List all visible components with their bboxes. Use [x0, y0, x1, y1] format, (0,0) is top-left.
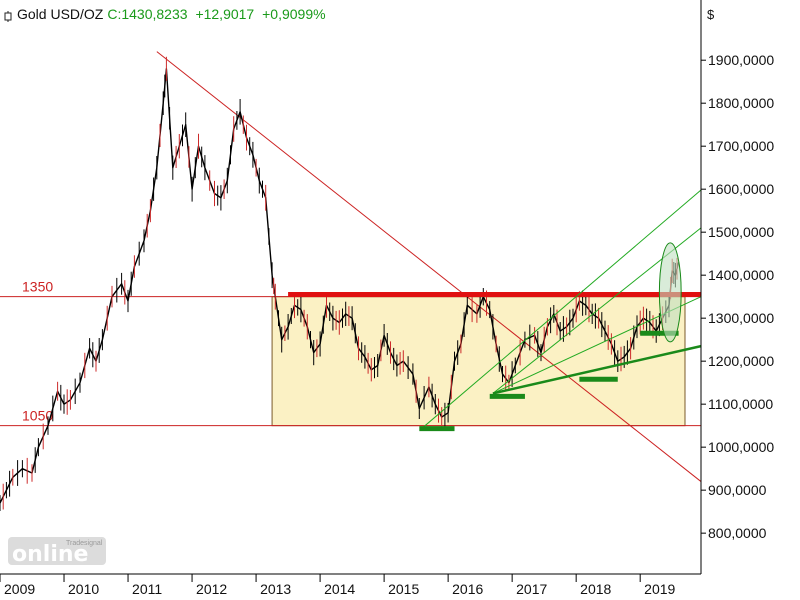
price-line[interactable]	[0, 68, 680, 504]
y-tick-label: 900,0000	[708, 482, 767, 498]
x-tick-label: 2011	[132, 581, 162, 597]
y-unit-label: $	[707, 7, 715, 22]
change-value: +12,9017	[195, 6, 255, 22]
x-tick-label: 2014	[324, 581, 355, 597]
x-tick-label: 2013	[260, 581, 291, 597]
y-tick-label: 1400,0000	[708, 267, 774, 283]
y-tick-label: 800,0000	[708, 525, 767, 541]
svg-text:Tradesignal: Tradesignal	[66, 540, 103, 547]
x-tick-label: 2012	[196, 581, 227, 597]
svg-text:online: online	[12, 542, 88, 567]
support-trendline[interactable]	[492, 344, 702, 395]
y-tick-label: 1100,0000	[708, 396, 773, 412]
y-tick-label: 1000,0000	[708, 439, 774, 455]
change-percent: +0,9099%	[262, 6, 326, 22]
level-label-1350: 1350	[22, 279, 53, 295]
close-value: C:1430,8233	[107, 6, 188, 22]
x-tick-label: 2019	[644, 581, 675, 597]
range-box	[271, 296, 686, 427]
x-tick-label: 2009	[4, 581, 35, 597]
instrument-title[interactable]: Gold USD/OZ	[17, 6, 104, 22]
x-tick-label: 2016	[452, 581, 483, 597]
y-tick-label: 1800,0000	[708, 95, 774, 111]
online-logo: online Tradesignal	[8, 537, 106, 567]
chart-header: Gold USD/OZ C:1430,8233 +12,9017 +0,9099…	[4, 4, 330, 24]
x-tick-label: 2017	[516, 581, 547, 597]
y-tick-label: 1500,0000	[708, 224, 774, 240]
x-tick-label: 2015	[388, 581, 419, 597]
level-label-1050: 1050	[22, 408, 53, 424]
x-tick-label: 2018	[580, 581, 611, 597]
highlight-ellipse[interactable]	[658, 242, 682, 343]
y-tick-label: 1600,0000	[708, 181, 774, 197]
y-tick-label: 1700,0000	[708, 138, 774, 154]
instrument-icon[interactable]	[4, 9, 13, 22]
fan-line[interactable]	[422, 189, 702, 429]
downtrend-line	[156, 51, 702, 482]
y-tick-label: 1900,0000	[708, 52, 774, 68]
x-tick-label: 2010	[68, 581, 99, 597]
y-tick-label: 1200,0000	[708, 353, 774, 369]
y-tick-label: 1300,0000	[708, 310, 774, 326]
